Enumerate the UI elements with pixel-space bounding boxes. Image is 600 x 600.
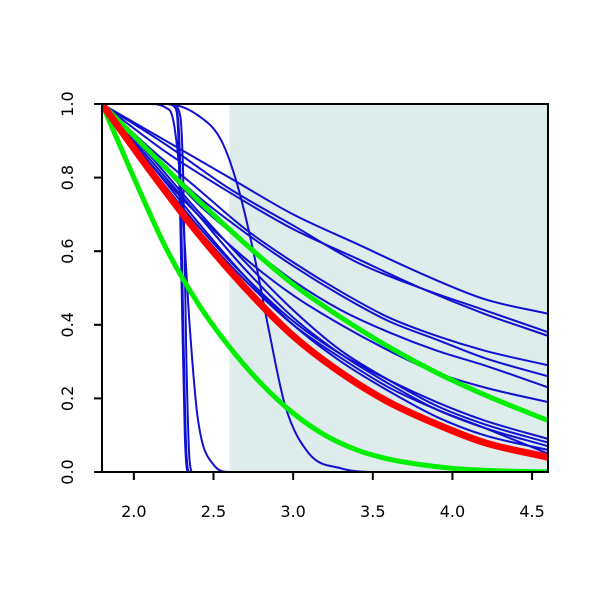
series-lines bbox=[102, 104, 548, 472]
y-tick-label: 0.6 bbox=[58, 238, 77, 263]
y-tick-label: 0.2 bbox=[58, 386, 77, 411]
blue-curve-7 bbox=[102, 104, 548, 315]
red-curve-19 bbox=[102, 104, 548, 461]
blue-curve-13 bbox=[102, 104, 548, 451]
x-tick-label: 3.5 bbox=[360, 502, 385, 521]
y-tick-label: 0.8 bbox=[58, 165, 77, 190]
blue-curve-12 bbox=[102, 104, 548, 444]
blue-curve-3 bbox=[102, 104, 548, 472]
x-tick-label: 4.0 bbox=[440, 502, 465, 521]
y-axis: 0.0 0.2 0.4 0.6 0.8 1.0 bbox=[58, 91, 103, 485]
x-axis: 2.0 2.5 3.0 3.5 4.0 4.5 bbox=[121, 471, 545, 521]
blue-curve-8 bbox=[102, 104, 548, 337]
x-tick-label: 2.5 bbox=[201, 502, 226, 521]
y-tick-label: 1.0 bbox=[58, 91, 77, 116]
x-tick-label: 2.0 bbox=[121, 502, 146, 521]
x-tick-label: 3.0 bbox=[280, 502, 305, 521]
blue-curve-9 bbox=[102, 104, 548, 404]
green-curve-17 bbox=[102, 104, 548, 423]
y-tick-label: 0.0 bbox=[58, 459, 77, 484]
blue-curve-11 bbox=[102, 104, 548, 367]
green-curve-18 bbox=[102, 104, 548, 472]
y-tick-label: 0.4 bbox=[58, 312, 77, 337]
x-tick-label: 4.5 bbox=[519, 502, 544, 521]
shaded-region bbox=[229, 104, 548, 472]
